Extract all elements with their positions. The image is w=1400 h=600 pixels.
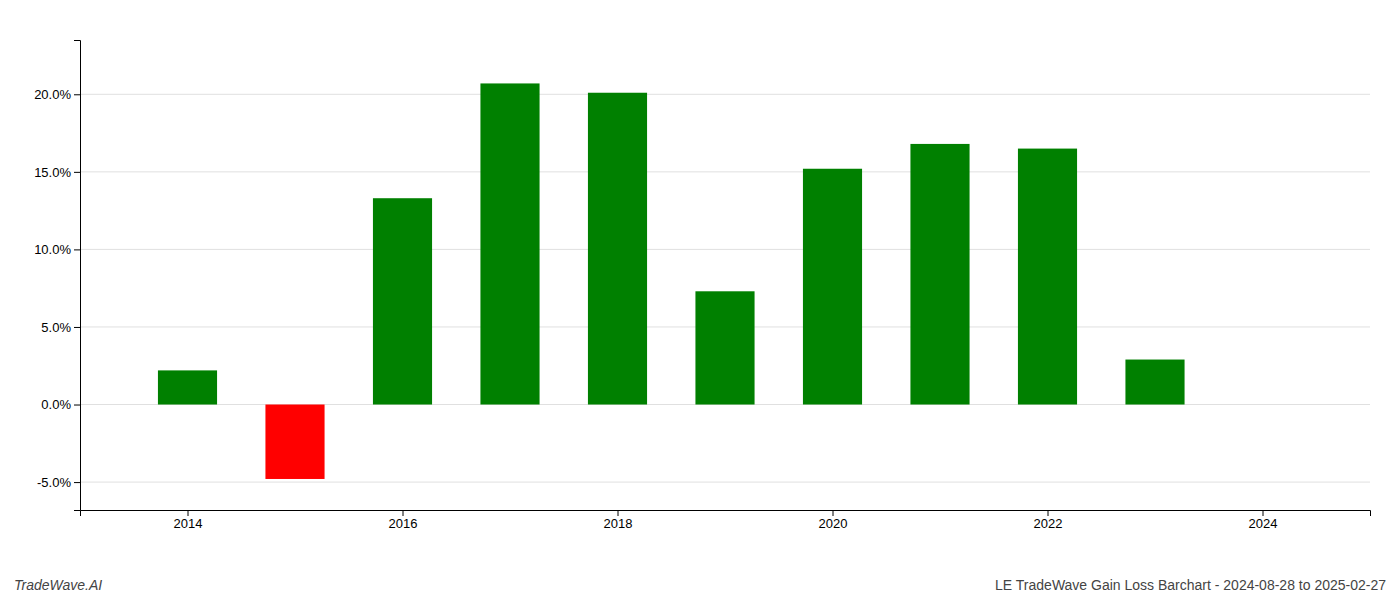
x-tick-label: 2014	[174, 516, 203, 531]
x-tick-mark	[618, 510, 619, 516]
y-axis-line	[74, 41, 81, 511]
y-tick-label: 5.0%	[41, 320, 71, 335]
grid-line	[80, 249, 1370, 250]
x-tick-mark	[188, 510, 189, 516]
y-tick: 10.0%	[34, 242, 80, 257]
x-axis-line	[81, 511, 1371, 517]
x-tick: 2024	[1249, 510, 1278, 531]
y-tick-label: 15.0%	[34, 165, 71, 180]
x-tick-label: 2022	[1034, 516, 1063, 531]
bar	[373, 198, 432, 404]
y-tick-mark	[74, 172, 80, 173]
x-tick: 2022	[1034, 510, 1063, 531]
y-tick: 20.0%	[34, 87, 80, 102]
y-tick: 5.0%	[41, 320, 80, 335]
x-tick-label: 2018	[604, 516, 633, 531]
bars	[158, 83, 1185, 479]
y-tick: 15.0%	[34, 165, 80, 180]
x-tick-label: 2024	[1249, 516, 1278, 531]
y-tick-label: 10.0%	[34, 242, 71, 257]
footer-right: LE TradeWave Gain Loss Barchart - 2024-0…	[995, 577, 1386, 593]
x-tick-mark	[1263, 510, 1264, 516]
y-axis: -5.0% 0.0% 5.0% 10.0% 15.0% 20.0%	[34, 41, 80, 511]
bar	[588, 93, 647, 405]
x-tick: 2016	[389, 510, 418, 531]
plot: 2014 2016 2018 2020 2022 2024 -5.0% 0.0% 5.0% 10.…	[34, 41, 1370, 532]
grid-line	[80, 482, 1370, 483]
chart: 2014 2016 2018 2020 2022 2024 -5.0% 0.0% 5.0% 10.…	[0, 0, 1400, 600]
bar	[480, 83, 539, 404]
y-tick-mark	[74, 327, 80, 328]
grid-line	[80, 171, 1370, 172]
x-tick-mark	[403, 510, 404, 516]
x-tick-label: 2016	[389, 516, 418, 531]
y-tick-mark	[74, 405, 80, 406]
footer-left: TradeWave.AI	[14, 577, 102, 593]
bar	[695, 291, 754, 404]
grid	[80, 94, 1370, 482]
y-tick-label: 0.0%	[41, 397, 71, 412]
x-tick: 2020	[819, 510, 848, 531]
y-tick: 0.0%	[41, 397, 80, 412]
x-tick: 2018	[604, 510, 633, 531]
bar	[1018, 149, 1077, 405]
y-tick-label: -5.0%	[37, 475, 71, 490]
y-tick-mark	[74, 94, 80, 95]
x-tick: 2014	[174, 510, 203, 531]
bar	[158, 370, 217, 404]
y-tick: -5.0%	[37, 475, 80, 490]
grid-line	[80, 94, 1370, 95]
bar	[910, 144, 969, 405]
x-tick-mark	[833, 510, 834, 516]
bar	[803, 169, 862, 405]
y-tick-label: 20.0%	[34, 87, 71, 102]
bar	[1125, 360, 1184, 405]
x-tick-label: 2020	[819, 516, 848, 531]
bar	[265, 405, 324, 479]
y-tick-mark	[74, 249, 80, 250]
x-tick-mark	[1048, 510, 1049, 516]
x-axis: 2014 2016 2018 2020 2022 2024	[81, 510, 1371, 531]
y-tick-mark	[74, 482, 80, 483]
